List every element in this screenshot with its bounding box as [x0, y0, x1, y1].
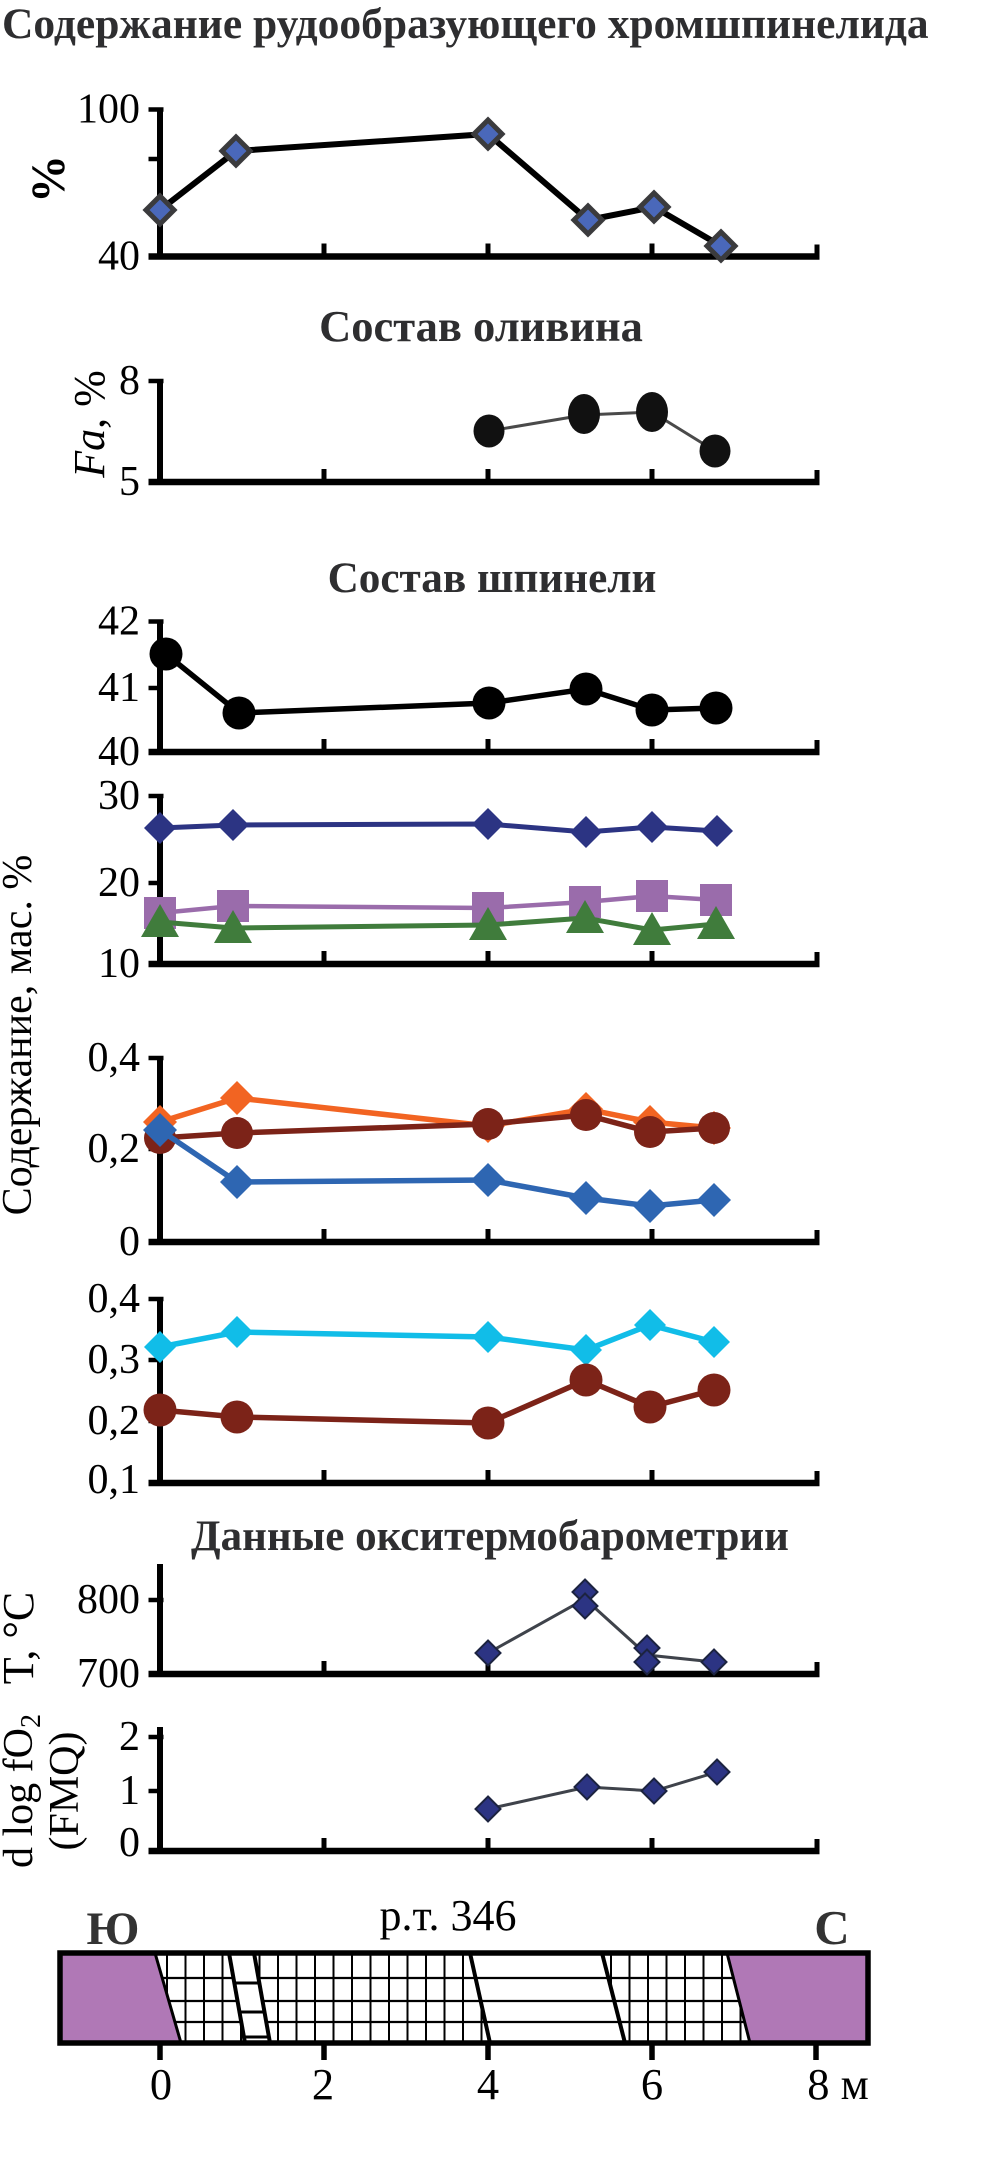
- svg-text:20: 20: [98, 860, 140, 906]
- svg-text:Fa, %: Fa, %: [65, 370, 114, 479]
- svg-text:(FMQ): (FMQ): [42, 1731, 88, 1850]
- svg-text:T, °C: T, °C: [0, 1592, 43, 1685]
- svg-text:d log fO2: d log fO2: [0, 1714, 47, 1868]
- svg-text:С: С: [814, 1900, 849, 1955]
- svg-text:0,4: 0,4: [88, 1035, 141, 1081]
- svg-text:0: 0: [119, 1219, 140, 1265]
- svg-text:42: 42: [98, 599, 140, 645]
- svg-text:0,4: 0,4: [88, 1276, 141, 1322]
- svg-text:2: 2: [312, 2059, 334, 2109]
- svg-text:40: 40: [98, 729, 140, 775]
- svg-text:0,3: 0,3: [88, 1337, 141, 1383]
- svg-text:2: 2: [119, 1714, 140, 1760]
- svg-text:0,2: 0,2: [88, 1126, 141, 1172]
- svg-text:Содержание, мас. %: Содержание, мас. %: [0, 855, 41, 1216]
- svg-text:8 м: 8 м: [807, 2059, 869, 2109]
- svg-text:8: 8: [119, 358, 140, 404]
- svg-text:800: 800: [77, 1577, 140, 1623]
- svg-text:41: 41: [98, 665, 140, 711]
- svg-text:0,2: 0,2: [88, 1398, 141, 1444]
- svg-text:%: %: [22, 155, 75, 203]
- svg-text:6: 6: [641, 2059, 663, 2109]
- svg-text:1: 1: [119, 1768, 140, 1814]
- svg-text:10: 10: [98, 941, 140, 987]
- svg-text:30: 30: [98, 773, 140, 819]
- svg-text:100: 100: [77, 87, 140, 133]
- svg-text:р.т. 346: р.т. 346: [380, 1891, 517, 1940]
- svg-text:4: 4: [477, 2059, 499, 2109]
- svg-text:Данные окситермобарометрии: Данные окситермобарометрии: [191, 1513, 789, 1560]
- svg-text:0,1: 0,1: [88, 1457, 141, 1503]
- svg-text:Ю: Ю: [87, 1903, 140, 1955]
- svg-text:5: 5: [119, 459, 140, 505]
- svg-text:Содержание рудообразующего хро: Содержание рудообразующего хромшпинелида: [2, 0, 929, 48]
- svg-text:0: 0: [119, 1820, 140, 1866]
- svg-text:0: 0: [150, 2059, 172, 2109]
- svg-text:Состав оливина: Состав оливина: [319, 301, 643, 351]
- svg-text:Состав шпинели: Состав шпинели: [328, 555, 657, 602]
- svg-text:40: 40: [98, 234, 140, 280]
- svg-text:700: 700: [77, 1651, 140, 1697]
